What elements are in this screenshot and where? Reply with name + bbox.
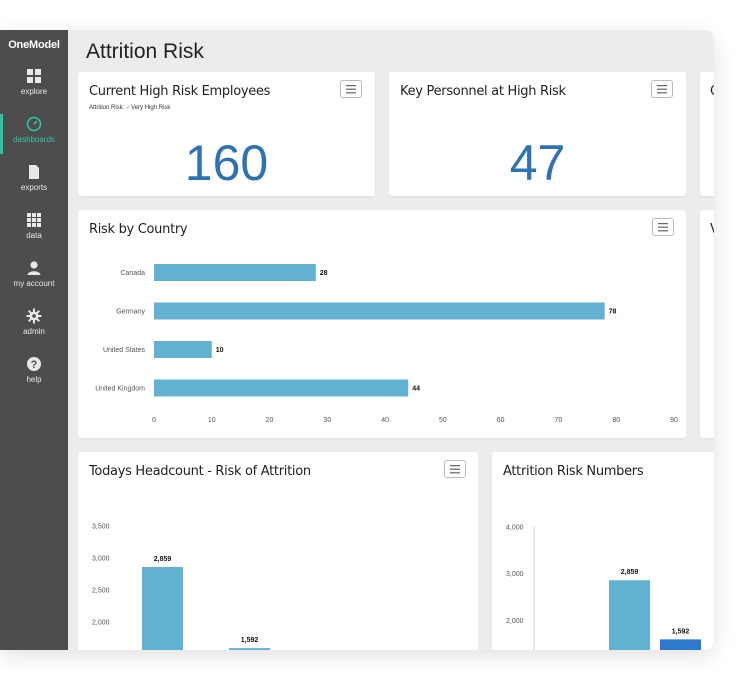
- filter-label: Attrition Risk:: [89, 105, 125, 111]
- x-tick-label: 50: [439, 417, 447, 424]
- category-label: Canada: [120, 270, 145, 277]
- card-title: C: [710, 84, 714, 99]
- x-tick-label: 0: [152, 417, 156, 424]
- bar: [229, 648, 270, 650]
- risk-by-country-card: Risk by Country Canada 28 Germany 78 United …: [78, 210, 686, 438]
- card-menu-button[interactable]: [651, 80, 673, 98]
- file-icon: [29, 165, 39, 179]
- x-tick-label: 70: [555, 417, 563, 424]
- card-menu-button[interactable]: [444, 460, 466, 478]
- sidebar-item-label: dashboards: [13, 135, 55, 144]
- x-tick-label: 20: [266, 417, 274, 424]
- card-title: Current High Risk Employees: [89, 84, 271, 99]
- gear-icon: [26, 308, 42, 324]
- sidebar: OneModel explore dashboards exports data…: [0, 30, 68, 650]
- card-title: Todays Headcount - Risk of Attrition: [89, 464, 311, 479]
- category-label: Germany: [116, 309, 145, 316]
- bar: [142, 567, 183, 650]
- bar: [154, 302, 605, 320]
- brand-logo: OneModel: [8, 39, 60, 51]
- check-icon: ✓: [126, 105, 132, 111]
- sidebar-item-help[interactable]: ? help: [0, 356, 68, 400]
- filter-tag: Attrition Risk: ✓Very High Risk: [89, 104, 170, 111]
- bar: [154, 264, 316, 281]
- sidebar-item-exports[interactable]: exports: [0, 164, 68, 208]
- x-tick-label: 60: [497, 417, 505, 424]
- kpi-value: 160: [184, 135, 269, 191]
- data-label: 2,859: [621, 569, 639, 576]
- partial-card: C: [700, 72, 714, 196]
- attrition-risk-numbers-card: Attrition Risk Numbers 4,000 3,000 2,000 1,…: [492, 452, 714, 650]
- grid-icon: [27, 69, 41, 83]
- sidebar-item-my-account[interactable]: my account: [0, 260, 68, 304]
- bar: [609, 580, 650, 650]
- category-label: United Kingdom: [95, 386, 145, 393]
- y-tick-label: 4,000: [506, 525, 524, 532]
- sidebar-item-admin[interactable]: admin: [0, 308, 68, 352]
- y-tick-label: 2,000: [506, 618, 524, 625]
- bar: [154, 341, 212, 358]
- page-title: Attrition Risk: [86, 40, 204, 63]
- sidebar-item-label: admin: [23, 327, 45, 336]
- x-tick-label: 40: [381, 417, 389, 424]
- partial-card: V: [700, 210, 714, 438]
- user-icon: [27, 261, 41, 275]
- card-title: Attrition Risk Numbers: [503, 464, 644, 479]
- sidebar-item-explore[interactable]: explore: [0, 68, 68, 112]
- sidebar-item-data[interactable]: data: [0, 212, 68, 256]
- card-title: V: [710, 222, 714, 237]
- card-menu-button[interactable]: [652, 218, 674, 236]
- sidebar-item-label: exports: [20, 183, 48, 192]
- x-tick-label: 80: [612, 417, 620, 424]
- data-label: 1,592: [241, 637, 259, 644]
- svg-text:?: ?: [31, 359, 38, 371]
- sidebar-item-label: help: [26, 375, 42, 384]
- data-label: 1,592: [672, 628, 690, 635]
- risk-by-country-chart: Canada 28 Germany 78 United States 10 United K…: [95, 264, 678, 424]
- hamburger-menu-icon: [450, 465, 460, 474]
- key-personnel-card: Key Personnel at High Risk 47: [389, 72, 686, 196]
- y-tick-label: 3,500: [92, 524, 110, 531]
- data-label: 10: [216, 347, 224, 354]
- sidebar-item-dashboards[interactable]: dashboards: [0, 114, 68, 160]
- sidebar-item-label: my account: [13, 279, 55, 288]
- y-tick-label: 2,000: [92, 620, 110, 627]
- category-label: United States: [103, 347, 146, 354]
- sidebar-item-label: data: [26, 231, 42, 240]
- y-tick-label: 3,000: [92, 556, 110, 563]
- hamburger-menu-icon: [346, 85, 356, 94]
- x-tick-label: 90: [670, 417, 678, 424]
- table-grid-icon: [27, 213, 41, 227]
- headcount-card: Todays Headcount - Risk of Attrition 3,5…: [78, 452, 478, 650]
- dashboard-gauge-icon: [26, 116, 42, 132]
- data-label: 44: [412, 386, 420, 393]
- card-title: Risk by Country: [89, 222, 188, 237]
- card-menu-button[interactable]: [340, 80, 362, 98]
- filter-value: Very High Risk: [131, 105, 171, 111]
- data-label: 28: [320, 270, 328, 277]
- data-label: 78: [609, 309, 617, 316]
- card-title: Key Personnel at High Risk: [400, 84, 566, 99]
- y-tick-label: 2,500: [92, 588, 110, 595]
- high-risk-employees-card: Current High Risk Employees Attrition Ri…: [78, 72, 375, 196]
- x-tick-label: 30: [323, 417, 331, 424]
- sidebar-item-label: explore: [20, 87, 48, 96]
- bar: [660, 639, 701, 650]
- bar: [154, 379, 409, 397]
- x-tick-label: 10: [208, 417, 216, 424]
- kpi-value: 47: [509, 135, 566, 191]
- help-icon: ?: [27, 357, 41, 371]
- hamburger-menu-icon: [657, 85, 667, 94]
- data-label: 2,859: [154, 556, 172, 563]
- dashboard-window: OneModel explore dashboards exports data…: [0, 30, 714, 650]
- hamburger-menu-icon: [658, 223, 668, 232]
- y-tick-label: 3,000: [506, 571, 524, 578]
